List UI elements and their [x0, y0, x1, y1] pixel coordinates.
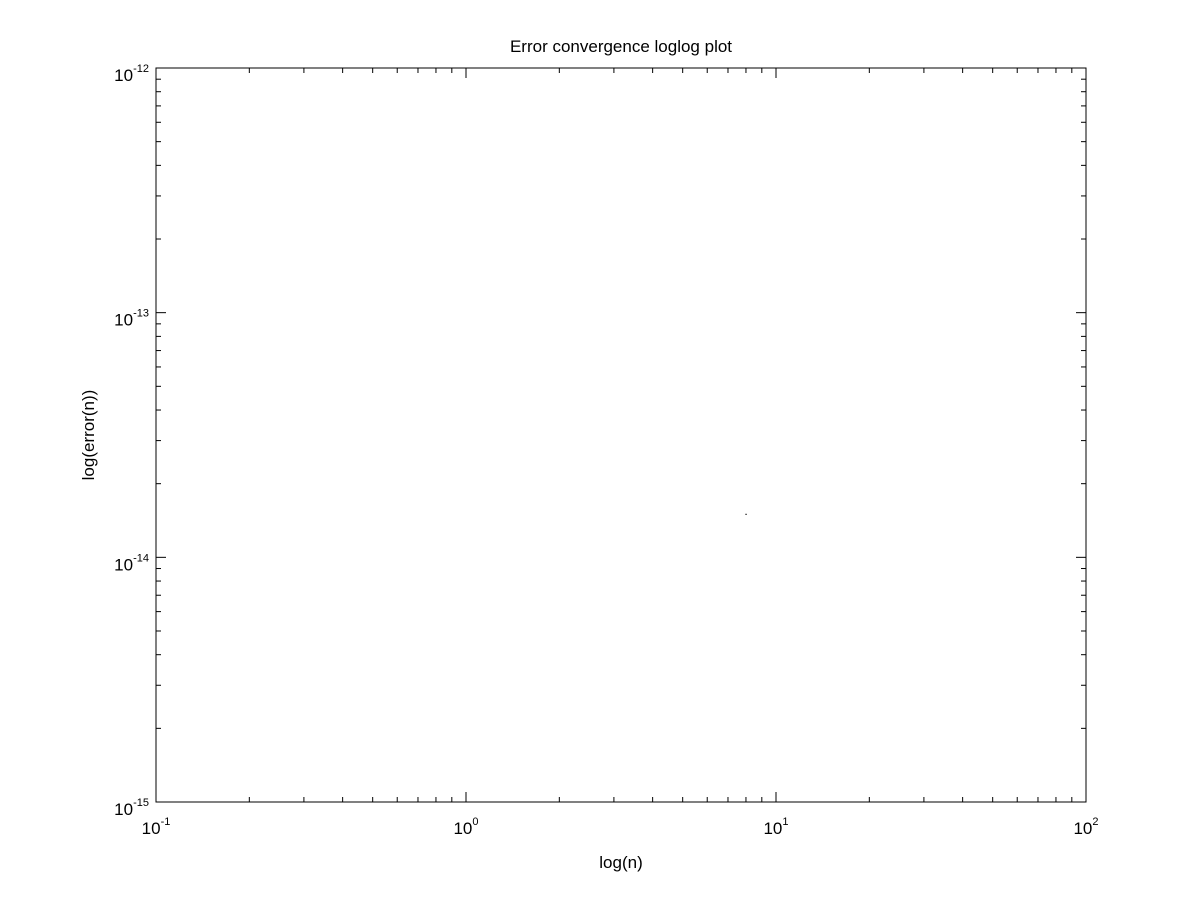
y-axis-label: log(error(n)) — [79, 390, 98, 481]
y-tick-label: 10-14 — [114, 552, 149, 574]
x-tick-label: 102 — [1073, 816, 1098, 838]
x-tick-labels: 10-1 100 101 102 — [142, 816, 1099, 838]
minor-ticks — [156, 68, 1086, 802]
y-tick-labels: 10-15 10-14 10-13 10-12 — [114, 63, 149, 819]
y-tick-label: 10-12 — [114, 63, 149, 85]
x-tick-label: 10-1 — [142, 816, 171, 838]
plot-area-frame — [155, 67, 1087, 803]
y-tick-label: 10-13 — [114, 308, 149, 330]
data-points — [745, 513, 747, 515]
x-tick-label: 100 — [453, 816, 478, 838]
data-point — [745, 513, 747, 515]
chart-title: Error convergence loglog plot — [510, 37, 732, 56]
x-tick-label: 101 — [763, 816, 788, 838]
x-axis-label: log(n) — [599, 853, 642, 872]
y-tick-label: 10-15 — [114, 797, 149, 819]
